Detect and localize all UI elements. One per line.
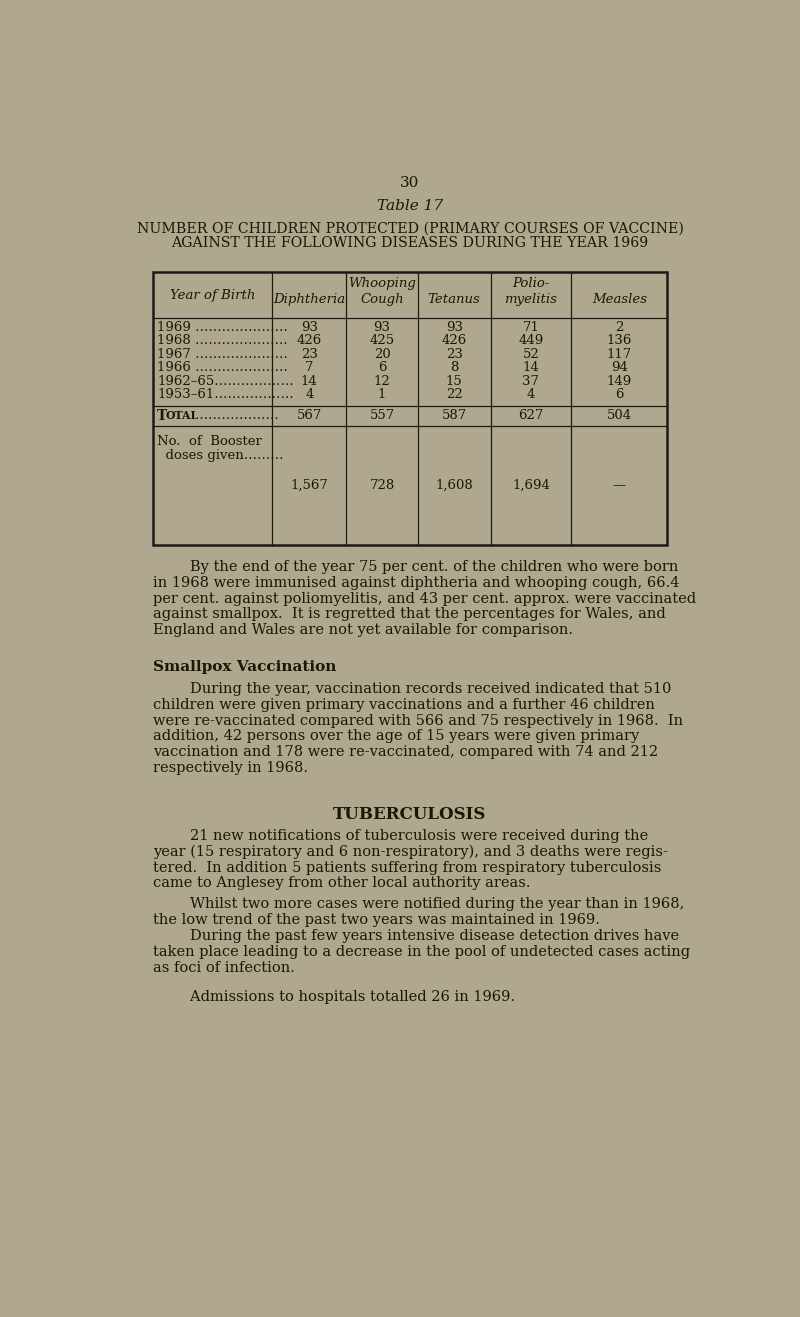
Text: respectively in 1968.: respectively in 1968. xyxy=(153,761,308,774)
Text: 12: 12 xyxy=(374,375,390,387)
Text: 21 new notifications of tuberculosis were received during the: 21 new notifications of tuberculosis wer… xyxy=(153,830,648,843)
Text: 426: 426 xyxy=(442,335,467,348)
Text: During the past few years intensive disease detection drives have: During the past few years intensive dise… xyxy=(153,930,679,943)
Text: Polio-: Polio- xyxy=(512,277,550,290)
Text: vaccination and 178 were re-vaccinated, compared with 74 and 212: vaccination and 178 were re-vaccinated, … xyxy=(153,745,658,759)
Text: T: T xyxy=(158,410,167,423)
Text: 4: 4 xyxy=(526,389,535,402)
Text: 1968 …………………: 1968 ………………… xyxy=(158,335,288,348)
Text: No.  of  Booster: No. of Booster xyxy=(158,435,262,448)
Text: Whilst two more cases were notified during the year than in 1968,: Whilst two more cases were notified duri… xyxy=(153,897,684,911)
Text: Whooping: Whooping xyxy=(348,277,416,290)
Text: NUMBER OF CHILDREN PROTECTED (PRIMARY COURSES OF VACCINE): NUMBER OF CHILDREN PROTECTED (PRIMARY CO… xyxy=(137,221,683,236)
Text: 15: 15 xyxy=(446,375,462,387)
Text: 425: 425 xyxy=(370,335,394,348)
Text: Cough: Cough xyxy=(360,294,404,307)
Text: tered.  In addition 5 patients suffering from respiratory tuberculosis: tered. In addition 5 patients suffering … xyxy=(153,861,661,874)
Text: 449: 449 xyxy=(518,335,543,348)
Text: year (15 respiratory and 6 non-respiratory), and 3 deaths were regis-: year (15 respiratory and 6 non-respirato… xyxy=(153,846,667,859)
Text: 93: 93 xyxy=(301,321,318,335)
Text: 1,608: 1,608 xyxy=(435,479,473,491)
Text: addition, 42 persons over the age of 15 years were given primary: addition, 42 persons over the age of 15 … xyxy=(153,730,639,743)
Text: 30: 30 xyxy=(400,175,420,190)
Text: 22: 22 xyxy=(446,389,462,402)
Text: 71: 71 xyxy=(522,321,539,335)
Text: Diphtheria: Diphtheria xyxy=(273,294,346,307)
Text: 1: 1 xyxy=(378,389,386,402)
Text: 426: 426 xyxy=(297,335,322,348)
Text: OTAL: OTAL xyxy=(165,411,198,421)
Text: 20: 20 xyxy=(374,348,390,361)
Text: 117: 117 xyxy=(606,348,632,361)
Text: Year of Birth: Year of Birth xyxy=(170,288,255,302)
Text: 149: 149 xyxy=(606,375,632,387)
Text: 587: 587 xyxy=(442,410,467,423)
Text: 504: 504 xyxy=(606,410,632,423)
Bar xyxy=(153,273,667,545)
Text: 4: 4 xyxy=(305,389,314,402)
Text: in 1968 were immunised against diphtheria and whooping cough, 66.4: in 1968 were immunised against diphtheri… xyxy=(153,576,679,590)
Text: doses given………: doses given……… xyxy=(158,449,284,462)
Text: 94: 94 xyxy=(611,361,628,374)
Text: 136: 136 xyxy=(606,335,632,348)
Text: the low trend of the past two years was maintained in 1969.: the low trend of the past two years was … xyxy=(153,913,599,927)
Text: taken place leading to a decrease in the pool of undetected cases acting: taken place leading to a decrease in the… xyxy=(153,946,690,959)
Text: 1967 …………………: 1967 ………………… xyxy=(158,348,288,361)
Text: Admissions to hospitals totalled 26 in 1969.: Admissions to hospitals totalled 26 in 1… xyxy=(153,990,514,1005)
Text: 37: 37 xyxy=(522,375,539,387)
Text: 6: 6 xyxy=(615,389,623,402)
Text: TUBERCULOSIS: TUBERCULOSIS xyxy=(334,806,486,823)
Text: ………………: ……………… xyxy=(194,410,278,423)
Text: 1966 …………………: 1966 ………………… xyxy=(158,361,288,374)
Text: 8: 8 xyxy=(450,361,458,374)
Text: 567: 567 xyxy=(297,410,322,423)
Text: 23: 23 xyxy=(446,348,462,361)
Text: 728: 728 xyxy=(370,479,394,491)
Text: Smallpox Vaccination: Smallpox Vaccination xyxy=(153,660,336,674)
Text: 627: 627 xyxy=(518,410,543,423)
Text: against smallpox.  It is regretted that the percentages for Wales, and: against smallpox. It is regretted that t… xyxy=(153,607,666,622)
Text: —: — xyxy=(613,479,626,491)
Text: During the year, vaccination records received indicated that 510: During the year, vaccination records rec… xyxy=(153,682,671,695)
Text: 93: 93 xyxy=(374,321,390,335)
Text: England and Wales are not yet available for comparison.: England and Wales are not yet available … xyxy=(153,623,573,637)
Text: 93: 93 xyxy=(446,321,462,335)
Text: Tetanus: Tetanus xyxy=(428,294,481,307)
Text: 557: 557 xyxy=(370,410,394,423)
Text: as foci of infection.: as foci of infection. xyxy=(153,961,294,975)
Text: 1,694: 1,694 xyxy=(512,479,550,491)
Text: AGAINST THE FOLLOWING DISEASES DURING THE YEAR 1969: AGAINST THE FOLLOWING DISEASES DURING TH… xyxy=(171,236,649,250)
Text: 2: 2 xyxy=(615,321,623,335)
Text: children were given primary vaccinations and a further 46 children: children were given primary vaccinations… xyxy=(153,698,654,711)
Text: 14: 14 xyxy=(301,375,318,387)
Text: myelitis: myelitis xyxy=(505,294,558,307)
Text: 1,567: 1,567 xyxy=(290,479,328,491)
Text: 23: 23 xyxy=(301,348,318,361)
Text: Measles: Measles xyxy=(592,294,646,307)
Text: 1962–65………………: 1962–65……………… xyxy=(158,375,294,387)
Text: 1953–61………………: 1953–61……………… xyxy=(158,389,294,402)
Text: 6: 6 xyxy=(378,361,386,374)
Text: 52: 52 xyxy=(522,348,539,361)
Text: 7: 7 xyxy=(305,361,314,374)
Text: Table 17: Table 17 xyxy=(377,199,443,213)
Text: were re-vaccinated compared with 566 and 75 respectively in 1968.  In: were re-vaccinated compared with 566 and… xyxy=(153,714,683,727)
Text: per cent. against poliomyelitis, and 43 per cent. approx. were vaccinated: per cent. against poliomyelitis, and 43 … xyxy=(153,591,696,606)
Text: 1969 …………………: 1969 ………………… xyxy=(158,321,288,335)
Text: By the end of the year 75 per cent. of the children who were born: By the end of the year 75 per cent. of t… xyxy=(153,560,678,574)
Text: came to Anglesey from other local authority areas.: came to Anglesey from other local author… xyxy=(153,876,530,890)
Text: 14: 14 xyxy=(522,361,539,374)
